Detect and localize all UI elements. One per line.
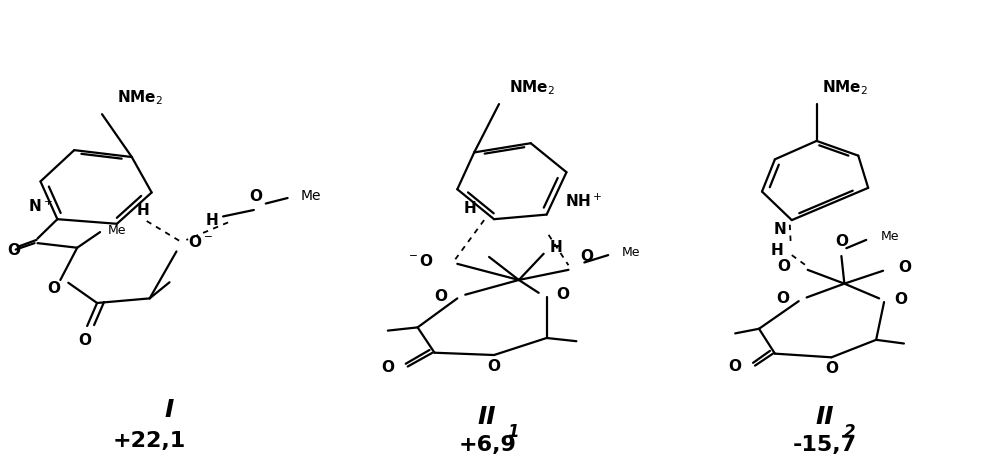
Text: O: O [775, 291, 788, 306]
Text: N: N [774, 222, 786, 237]
Text: II: II [478, 405, 496, 429]
Text: O: O [79, 333, 92, 349]
Text: $^-$O: $^-$O [405, 253, 433, 268]
Text: O: O [47, 281, 60, 296]
Text: O$^-$: O$^-$ [189, 234, 214, 250]
Text: O: O [894, 292, 907, 307]
Text: N$^+$: N$^+$ [28, 197, 53, 214]
Text: II: II [815, 405, 833, 429]
Text: H: H [771, 243, 783, 258]
Text: O: O [825, 361, 838, 376]
Text: H: H [206, 212, 219, 227]
Text: -15,7: -15,7 [792, 435, 856, 455]
Text: NMe$_2$: NMe$_2$ [821, 78, 867, 97]
Text: 2: 2 [844, 423, 856, 441]
Text: Me: Me [108, 224, 127, 237]
Text: O: O [581, 249, 594, 264]
Text: O: O [381, 360, 394, 375]
Text: O: O [835, 234, 848, 249]
Text: Me: Me [300, 189, 321, 203]
Text: +22,1: +22,1 [113, 431, 187, 451]
Text: Me: Me [622, 247, 641, 259]
Text: NMe$_2$: NMe$_2$ [117, 89, 163, 107]
Text: H: H [463, 200, 476, 215]
Text: O: O [8, 243, 21, 258]
Text: 1: 1 [507, 423, 519, 441]
Text: H: H [137, 203, 150, 218]
Text: O: O [557, 287, 570, 302]
Text: O: O [434, 288, 447, 303]
Text: O: O [250, 189, 262, 204]
Text: Me: Me [881, 230, 899, 243]
Text: H: H [550, 240, 562, 255]
Text: I: I [165, 398, 174, 422]
Text: O: O [776, 259, 789, 274]
Text: O: O [898, 260, 911, 275]
Text: O: O [729, 359, 742, 374]
Text: O: O [488, 359, 501, 374]
Text: NMe$_2$: NMe$_2$ [509, 78, 555, 97]
Text: NH$^+$: NH$^+$ [565, 192, 602, 210]
Text: +6,9: +6,9 [458, 435, 516, 455]
